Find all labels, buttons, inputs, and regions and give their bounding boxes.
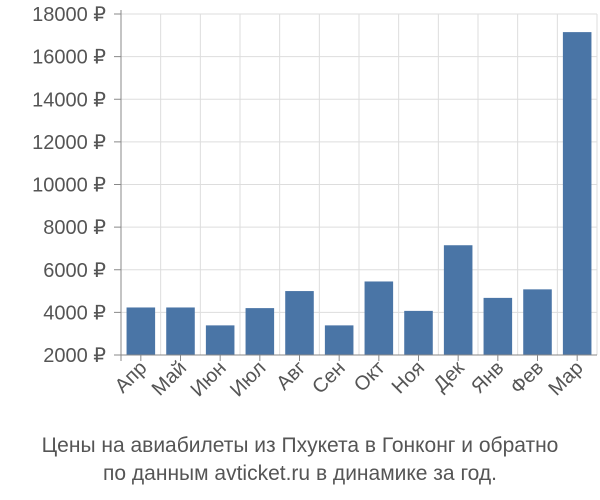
bar [126, 307, 156, 355]
x-tick-label: Апр [111, 357, 152, 398]
bar [205, 325, 235, 355]
bar [245, 308, 275, 355]
x-tick-label: Июн [187, 357, 231, 401]
y-tick-label: 4000 ₽ [43, 302, 106, 324]
y-tick-label: 2000 ₽ [43, 345, 106, 367]
y-tick-labels: 2000 ₽ 4000 ₽ 6000 ₽ 8000 ₽ 10000 ₽ 12000 ₽ 14… [32, 4, 106, 367]
bar [166, 307, 195, 355]
x-tick-label: Окт [350, 357, 389, 396]
y-tick-label: 16000 ₽ [32, 47, 106, 69]
x-tick-label: Сен [308, 357, 349, 398]
x-tick-label: Май [148, 357, 191, 400]
bar [285, 291, 314, 355]
x-tick-label: Фев [506, 357, 548, 399]
grid-lines [121, 13, 598, 356]
y-tick-label: 12000 ₽ [32, 132, 106, 154]
chart-caption-line-2: по данным avticket.ru в динамике за год. [103, 462, 497, 485]
bar [324, 325, 354, 355]
bars [126, 32, 592, 355]
x-tick-label: Мар [544, 357, 587, 400]
x-tick-label: Июл [226, 357, 270, 401]
bar [404, 310, 433, 355]
x-tick-label: Авг [272, 357, 310, 395]
bar [443, 245, 473, 355]
y-tick-label: 14000 ₽ [32, 89, 106, 111]
x-tick-label: Янв [467, 357, 508, 398]
price-bar-chart: 2000 ₽ 4000 ₽ 6000 ₽ 8000 ₽ 10000 ₽ 12000 ₽ 14… [32, 4, 598, 401]
x-tick-label: Ноя [388, 357, 429, 398]
bar [562, 32, 592, 355]
bar [483, 297, 513, 355]
bar [523, 289, 552, 355]
x-tick-label: Дек [430, 357, 469, 396]
y-tick-label: 18000 ₽ [32, 4, 106, 26]
y-tick-label: 8000 ₽ [43, 217, 106, 239]
y-tick-label: 6000 ₽ [43, 260, 106, 282]
chart-caption-line-1: Цены на авиабилеты из Пхукета в Гонконг … [41, 434, 559, 457]
y-tick-label: 10000 ₽ [32, 175, 106, 197]
bar [364, 281, 394, 355]
axes [114, 10, 597, 361]
